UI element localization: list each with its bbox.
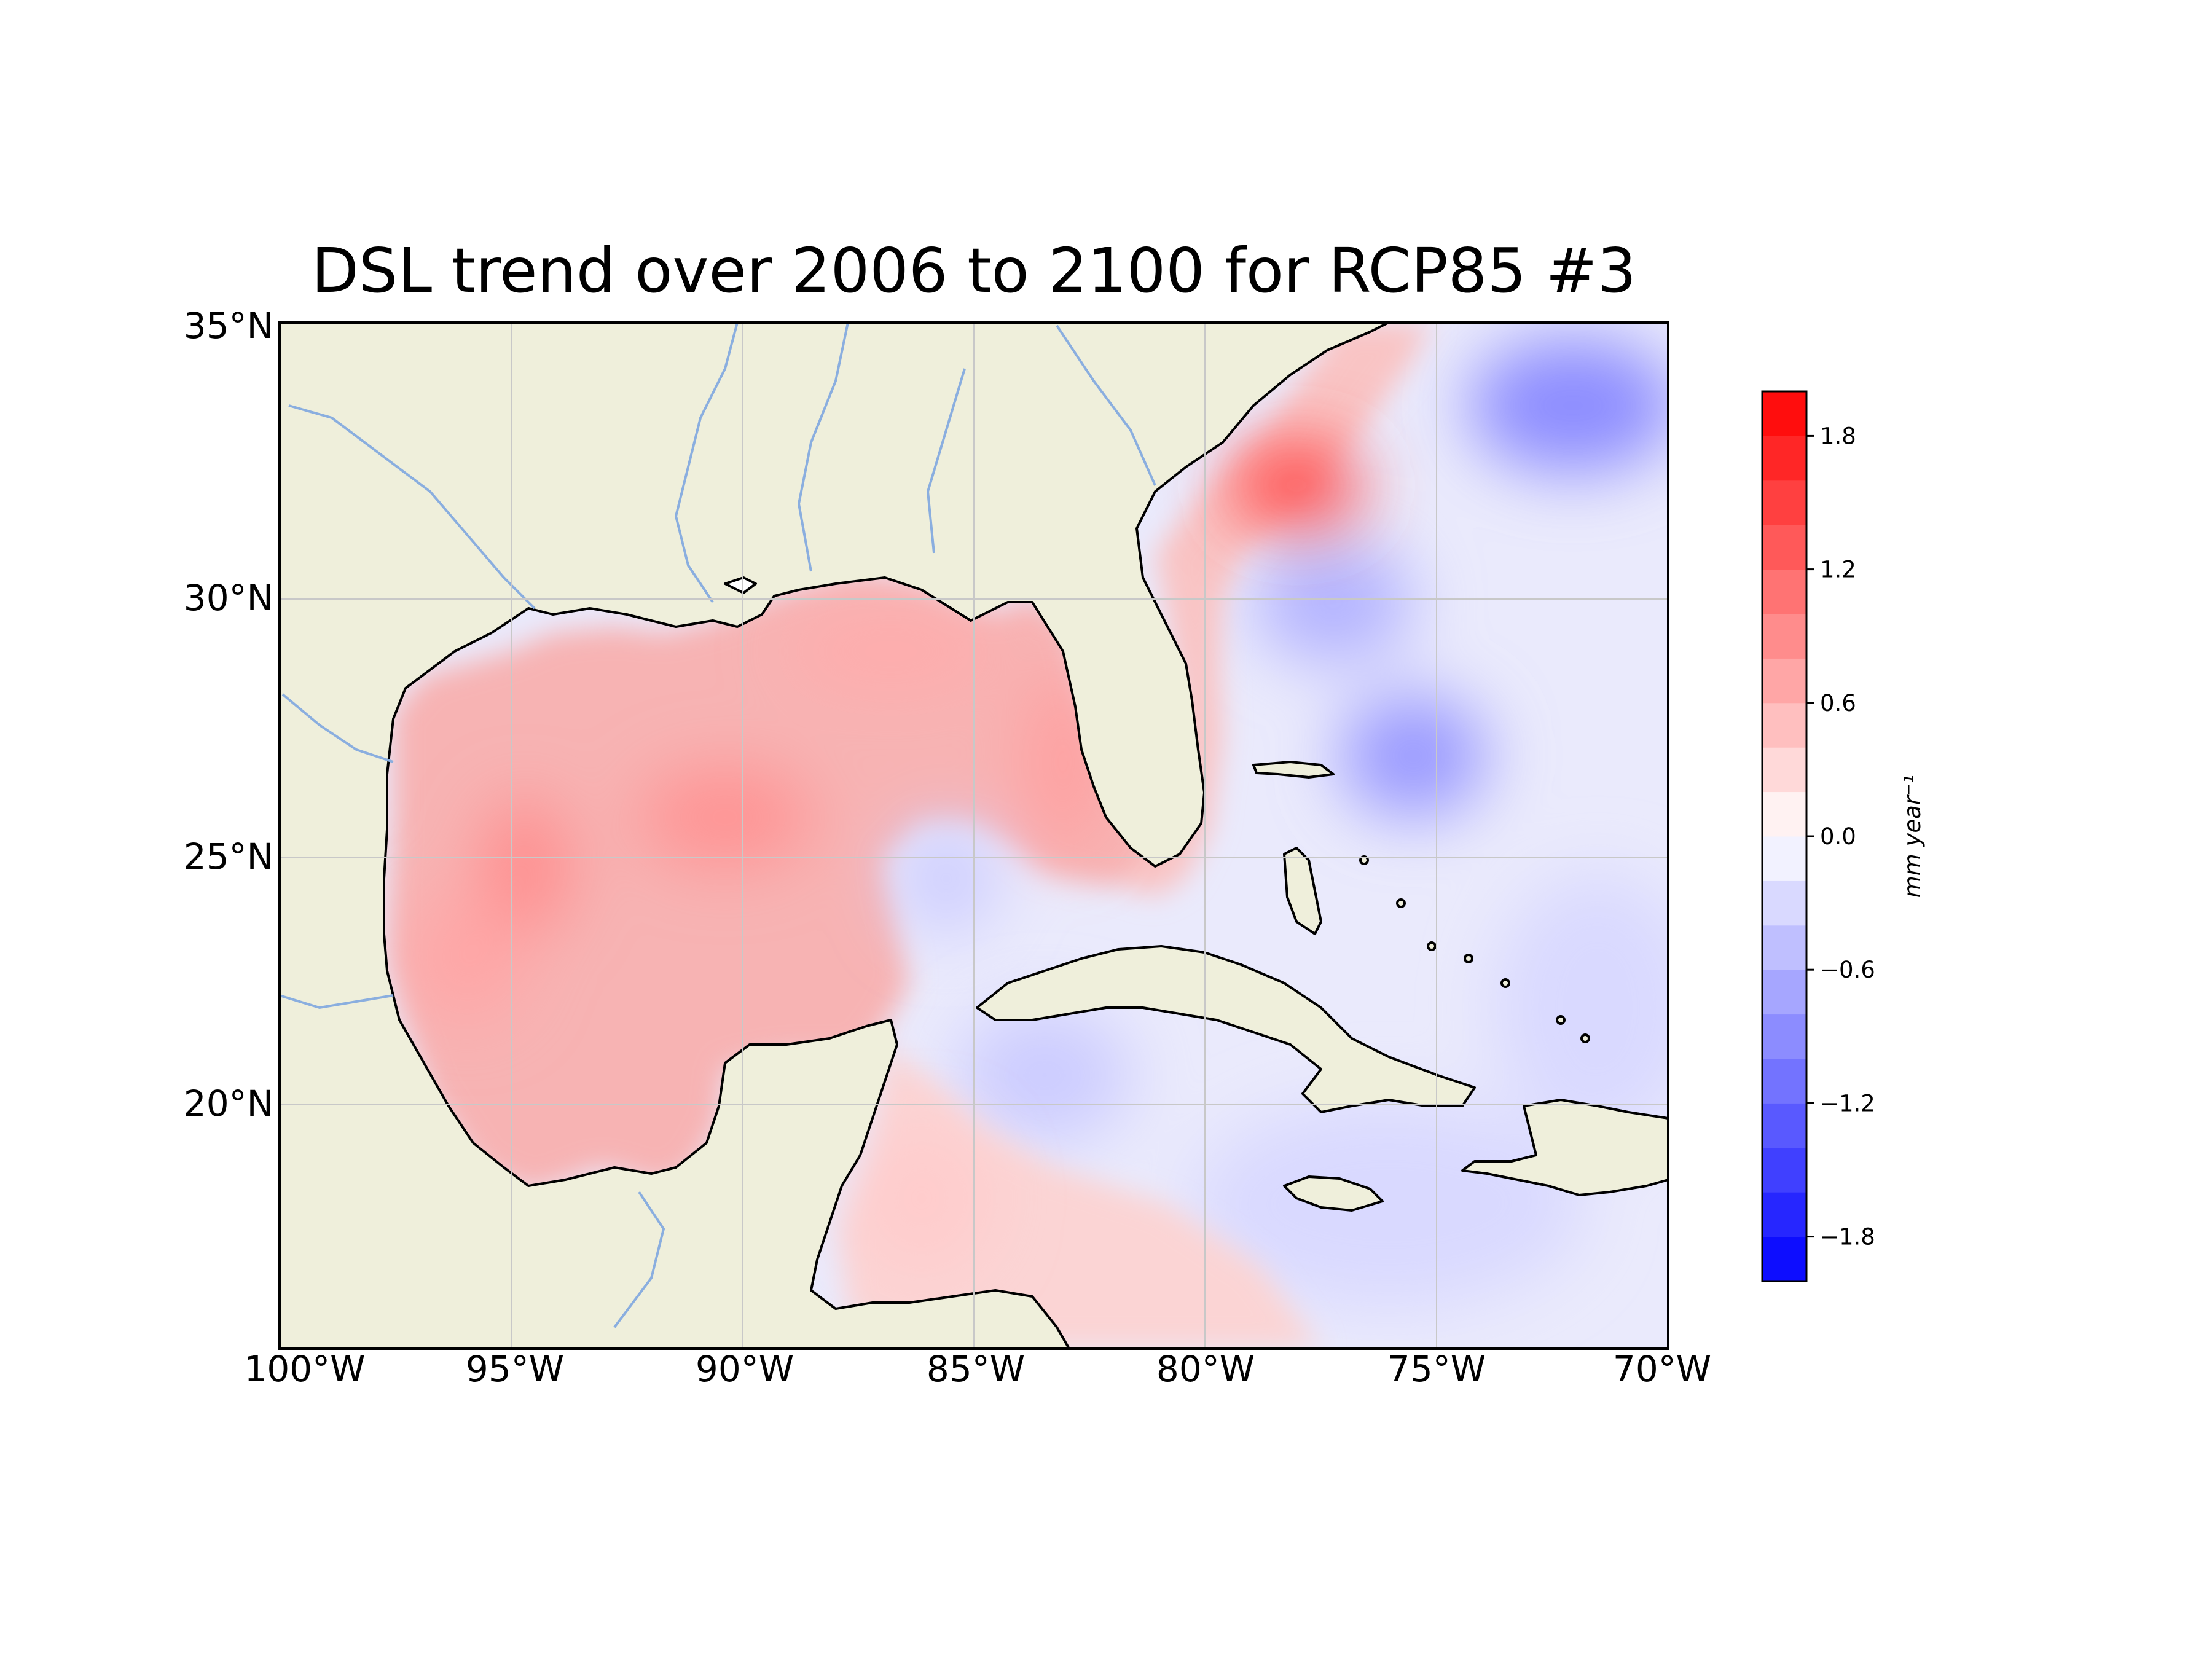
colorbar-step (1762, 480, 1806, 525)
map-frame (278, 321, 1669, 1350)
lake-pontchartrain (724, 576, 757, 594)
jamaica (1283, 1175, 1384, 1212)
yucatan-band (842, 1045, 1321, 1349)
region-western-gulf (482, 799, 568, 934)
colorbar-step (1762, 747, 1806, 793)
bahamas-island-5 (1500, 978, 1510, 988)
region-loop-current (897, 823, 995, 934)
region-east-caribbean (1493, 873, 1668, 1143)
bahamas-island-3 (1427, 941, 1437, 951)
region-yucatan (854, 1124, 989, 1272)
bahamas-island-6 (1556, 1015, 1566, 1025)
colorbar-step (1762, 791, 1806, 837)
north-america-landmass (280, 323, 1390, 1349)
colorbar-step (1762, 391, 1806, 436)
colorbar-step (1762, 880, 1806, 926)
colorbar-step (1762, 1147, 1806, 1193)
river-alabama (797, 323, 849, 572)
colorbar-tick-label: 1.2 (1820, 557, 1856, 583)
region-gulf-stream (1229, 442, 1364, 528)
colorbar-step (1762, 1059, 1806, 1104)
colorbar-label: mm year⁻¹ (1899, 775, 1926, 898)
colorbar-step (1762, 1014, 1806, 1059)
river-savannah (1056, 324, 1156, 486)
grand-bahama (1252, 761, 1335, 779)
colorbar-step (1762, 1103, 1806, 1148)
colorbar-tick-label: 1.8 (1820, 423, 1856, 449)
colorbar-step (1762, 836, 1806, 881)
colorbar-step (1762, 569, 1806, 614)
chart-title: DSL trend over 2006 to 2100 for RCP85 #3 (312, 235, 1636, 307)
colorbar-step (1762, 525, 1806, 570)
x-tick-label: 75°W (1387, 1348, 1486, 1390)
colorbar-step (1762, 436, 1806, 481)
gulf-basin-fill (390, 575, 1186, 1192)
sea-level-trend-field (390, 323, 1668, 1349)
region-sw-gulf (412, 897, 522, 1020)
x-tick-label: 80°W (1156, 1348, 1255, 1390)
colorbar-step (1762, 658, 1806, 704)
colorbar-tick-label: −1.8 (1820, 1224, 1875, 1250)
region-atlantic-ne (1469, 338, 1668, 473)
colorbar-steps (1762, 391, 1806, 1282)
bahamas-island-7 (1580, 1033, 1590, 1043)
region-north-gulf (786, 614, 995, 688)
colorbar-tick-label: −0.6 (1820, 957, 1875, 983)
colorbar: 1.8 1.2 0.6 0.0 −0.6 −1.2 −1.8 mm year⁻¹ (1761, 390, 1926, 1282)
y-tick-label: 35°N (184, 305, 273, 347)
colorbar-tick-label: −1.2 (1820, 1090, 1875, 1116)
map-panel (280, 323, 1668, 1349)
land (280, 323, 1668, 1349)
colorbar-step (1762, 925, 1806, 970)
river-brazos (281, 693, 394, 763)
colorbar-step (1762, 1236, 1806, 1282)
rivers (280, 323, 1156, 1328)
x-tick-label: 70°W (1613, 1348, 1711, 1390)
region-jamaica (1192, 1100, 1585, 1309)
region-cayman (959, 1008, 1131, 1143)
region-central-gulf (639, 768, 811, 866)
bahamas-island-4 (1464, 954, 1473, 963)
bahamas-island-2 (1396, 898, 1406, 908)
y-tick-label: 20°N (184, 1083, 273, 1124)
river-chattahoochee (926, 368, 966, 554)
colorbar-step (1762, 702, 1806, 748)
colorbar-tick-label: 0.6 (1820, 690, 1856, 716)
region-sargasso (1339, 694, 1487, 817)
andros-island (1283, 847, 1322, 935)
x-tick-label: 85°W (927, 1348, 1025, 1390)
colorbar-step (1762, 970, 1806, 1015)
river-rio-grande (280, 994, 394, 1010)
colorbar-step (1762, 1192, 1806, 1237)
cuba (976, 945, 1476, 1113)
river-mississippi (674, 323, 739, 603)
x-tick-label: 90°W (696, 1348, 794, 1390)
gridlines (280, 323, 1668, 1349)
river-red (288, 404, 536, 610)
colorbar-ticks: 1.8 1.2 0.6 0.0 −0.6 −1.2 −1.8 (1806, 423, 1875, 1250)
hispaniola (1461, 1099, 1668, 1196)
region-atlantic-mid (1253, 541, 1413, 664)
colorbar-tick-label: 0.0 (1820, 823, 1856, 850)
river-usumacinta (613, 1191, 665, 1328)
colorbar-step (1762, 614, 1806, 659)
x-tick-label: 95°W (466, 1348, 564, 1390)
x-axis-ticks: 100°W 95°W 90°W 85°W 80°W 75°W 70°W (244, 1348, 1711, 1390)
y-tick-label: 30°N (184, 577, 273, 619)
y-tick-label: 25°N (184, 836, 273, 877)
x-tick-label: 100°W (244, 1348, 365, 1390)
y-axis-ticks: 35°N 30°N 25°N 20°N (184, 305, 273, 1124)
